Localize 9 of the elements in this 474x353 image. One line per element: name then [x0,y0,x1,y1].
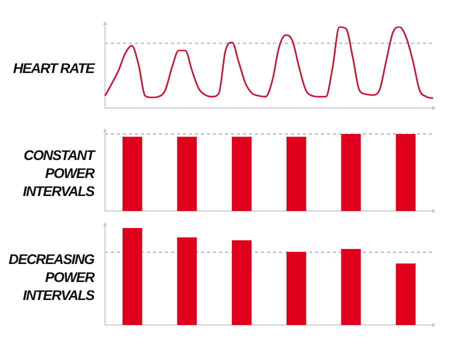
bar [341,249,361,325]
bar [177,237,197,325]
y-axis-title: CONSTANT POWER INTERVALS [22,146,94,200]
bar [122,228,142,325]
bar [232,240,252,325]
bar [286,252,306,325]
bar [396,264,416,325]
y-axis-title: DECREASING POWER INTERVALS [8,250,94,304]
y-axis-title: HEART RATE [12,58,94,76]
